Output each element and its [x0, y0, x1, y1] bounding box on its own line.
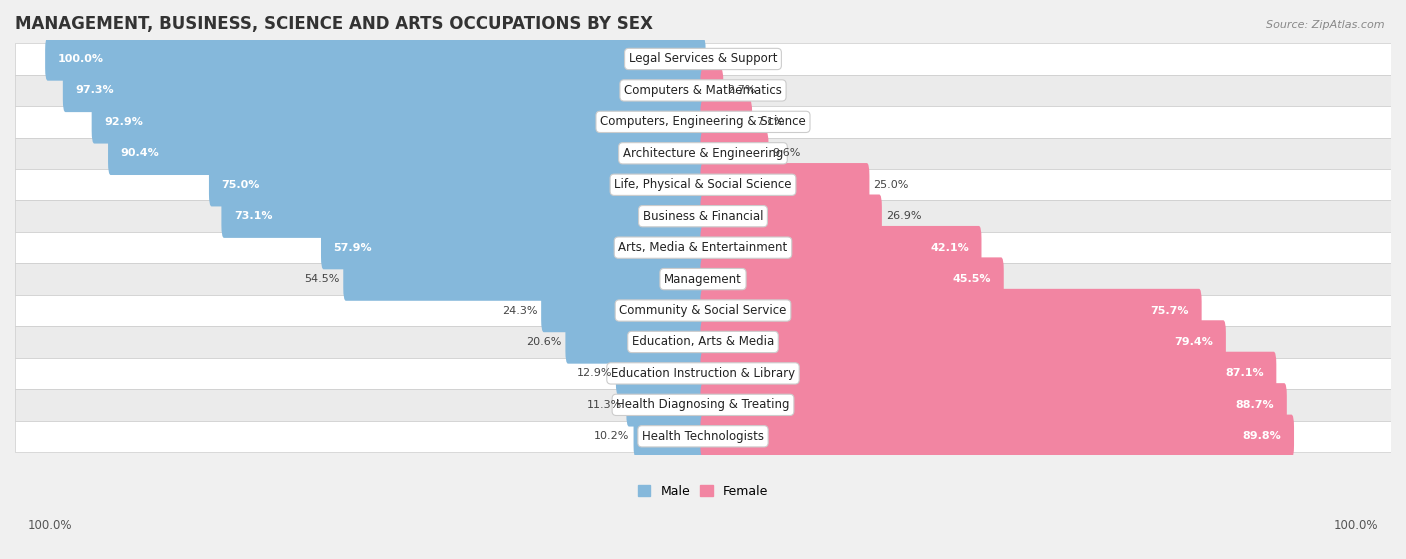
- FancyBboxPatch shape: [45, 37, 706, 80]
- FancyBboxPatch shape: [108, 131, 706, 175]
- Bar: [15, 75, 1391, 106]
- FancyBboxPatch shape: [221, 195, 706, 238]
- FancyBboxPatch shape: [700, 383, 1286, 427]
- FancyBboxPatch shape: [91, 100, 706, 144]
- Text: 7.1%: 7.1%: [756, 117, 785, 127]
- Text: 2.7%: 2.7%: [727, 86, 756, 96]
- FancyBboxPatch shape: [700, 320, 1226, 364]
- Text: Health Technologists: Health Technologists: [643, 430, 763, 443]
- Bar: [15, 389, 1391, 420]
- Bar: [15, 232, 1391, 263]
- Text: 25.0%: 25.0%: [873, 180, 908, 190]
- FancyBboxPatch shape: [321, 226, 706, 269]
- Text: 100.0%: 100.0%: [28, 519, 73, 532]
- Text: Life, Physical & Social Science: Life, Physical & Social Science: [614, 178, 792, 191]
- FancyBboxPatch shape: [700, 195, 882, 238]
- FancyBboxPatch shape: [634, 415, 706, 458]
- Text: 73.1%: 73.1%: [233, 211, 273, 221]
- Text: Education Instruction & Library: Education Instruction & Library: [612, 367, 794, 380]
- FancyBboxPatch shape: [700, 289, 1202, 332]
- FancyBboxPatch shape: [700, 69, 723, 112]
- Bar: [15, 263, 1391, 295]
- Bar: [15, 43, 1391, 75]
- Text: Architecture & Engineering: Architecture & Engineering: [623, 147, 783, 160]
- Text: 54.5%: 54.5%: [304, 274, 339, 284]
- FancyBboxPatch shape: [626, 383, 706, 427]
- FancyBboxPatch shape: [700, 257, 1004, 301]
- FancyBboxPatch shape: [63, 69, 706, 112]
- Legend: Male, Female: Male, Female: [633, 480, 773, 503]
- Text: 11.3%: 11.3%: [588, 400, 623, 410]
- Text: Business & Financial: Business & Financial: [643, 210, 763, 222]
- Text: 57.9%: 57.9%: [333, 243, 373, 253]
- Text: 87.1%: 87.1%: [1225, 368, 1264, 378]
- Text: 100.0%: 100.0%: [58, 54, 104, 64]
- FancyBboxPatch shape: [700, 415, 1294, 458]
- Bar: [15, 201, 1391, 232]
- Text: 10.2%: 10.2%: [595, 432, 630, 441]
- Text: Arts, Media & Entertainment: Arts, Media & Entertainment: [619, 241, 787, 254]
- FancyBboxPatch shape: [541, 289, 706, 332]
- Text: 97.3%: 97.3%: [76, 86, 114, 96]
- FancyBboxPatch shape: [209, 163, 706, 206]
- Text: 26.9%: 26.9%: [886, 211, 921, 221]
- Text: 92.9%: 92.9%: [104, 117, 143, 127]
- FancyBboxPatch shape: [565, 320, 706, 364]
- Text: 75.0%: 75.0%: [221, 180, 260, 190]
- Text: 12.9%: 12.9%: [576, 368, 612, 378]
- Text: 79.4%: 79.4%: [1174, 337, 1213, 347]
- Text: Source: ZipAtlas.com: Source: ZipAtlas.com: [1267, 20, 1385, 30]
- Text: 42.1%: 42.1%: [931, 243, 969, 253]
- Text: 9.6%: 9.6%: [772, 148, 801, 158]
- Text: Legal Services & Support: Legal Services & Support: [628, 53, 778, 65]
- Text: 24.3%: 24.3%: [502, 306, 537, 315]
- Text: 88.7%: 88.7%: [1236, 400, 1274, 410]
- Bar: [15, 169, 1391, 201]
- Bar: [15, 326, 1391, 358]
- Text: 100.0%: 100.0%: [1333, 519, 1378, 532]
- Text: 75.7%: 75.7%: [1150, 306, 1189, 315]
- Text: Health Diagnosing & Treating: Health Diagnosing & Treating: [616, 399, 790, 411]
- Bar: [15, 420, 1391, 452]
- Bar: [15, 295, 1391, 326]
- Text: 45.5%: 45.5%: [953, 274, 991, 284]
- Text: 89.8%: 89.8%: [1243, 432, 1282, 441]
- Bar: [15, 358, 1391, 389]
- Text: Computers, Engineering & Science: Computers, Engineering & Science: [600, 115, 806, 129]
- Text: Education, Arts & Media: Education, Arts & Media: [631, 335, 775, 348]
- FancyBboxPatch shape: [700, 163, 869, 206]
- Text: 90.4%: 90.4%: [121, 148, 159, 158]
- Bar: [15, 106, 1391, 138]
- Text: 20.6%: 20.6%: [526, 337, 561, 347]
- FancyBboxPatch shape: [700, 352, 1277, 395]
- Text: Community & Social Service: Community & Social Service: [619, 304, 787, 317]
- Bar: [15, 138, 1391, 169]
- FancyBboxPatch shape: [700, 131, 769, 175]
- FancyBboxPatch shape: [700, 226, 981, 269]
- Text: Computers & Mathematics: Computers & Mathematics: [624, 84, 782, 97]
- Text: Management: Management: [664, 273, 742, 286]
- Text: MANAGEMENT, BUSINESS, SCIENCE AND ARTS OCCUPATIONS BY SEX: MANAGEMENT, BUSINESS, SCIENCE AND ARTS O…: [15, 15, 652, 33]
- FancyBboxPatch shape: [343, 257, 706, 301]
- FancyBboxPatch shape: [700, 100, 752, 144]
- FancyBboxPatch shape: [616, 352, 706, 395]
